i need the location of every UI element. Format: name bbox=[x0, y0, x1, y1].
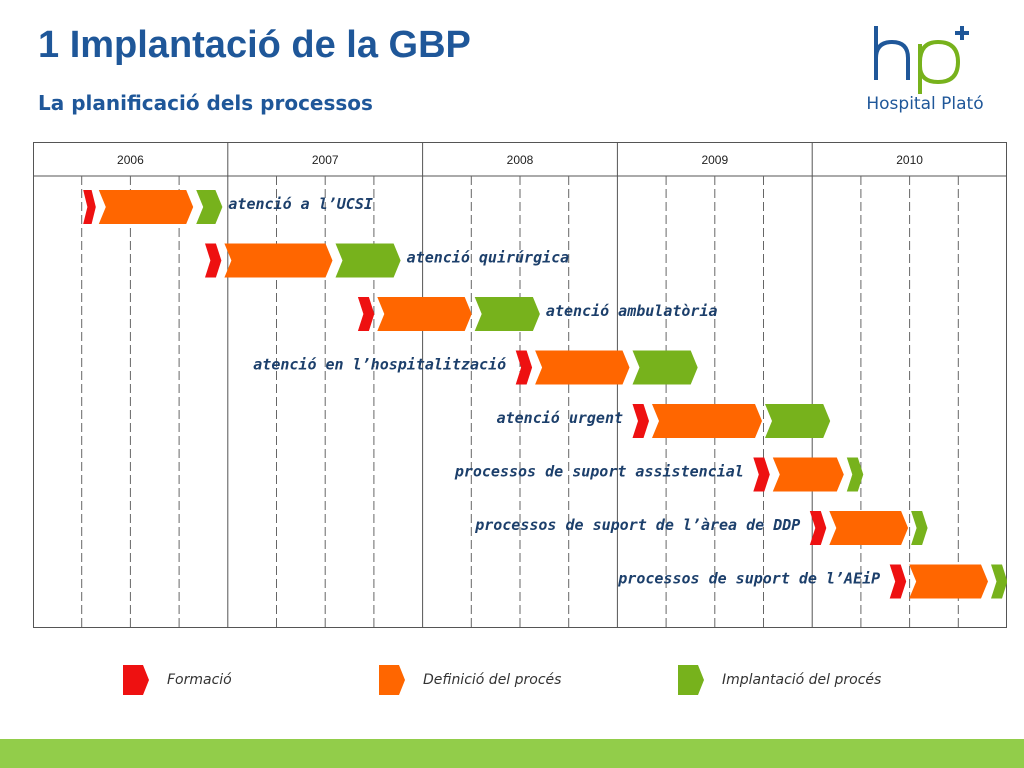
bar-implantacio bbox=[846, 457, 864, 492]
legend-swatch-formacio bbox=[123, 665, 149, 695]
hospital-name: Hospital Plató bbox=[866, 94, 984, 114]
task-label: processos de suport de l’àrea de DDP bbox=[474, 516, 800, 534]
year-label: 2009 bbox=[701, 153, 728, 167]
task-label: atenció urgent bbox=[497, 409, 623, 427]
year-label: 2008 bbox=[507, 153, 534, 167]
bar-implantacio bbox=[335, 243, 401, 278]
footer-bar bbox=[0, 739, 1024, 768]
hp-logo-mark bbox=[874, 26, 969, 94]
bar-implantacio bbox=[911, 511, 928, 545]
legend-swatch-implantacio bbox=[678, 665, 704, 695]
year-label: 2007 bbox=[312, 153, 339, 167]
task-label: atenció en l’hospitalització bbox=[253, 356, 506, 374]
hospital-logo: Hospital Plató bbox=[850, 22, 1000, 122]
page-subtitle: La planificació dels processos bbox=[38, 91, 373, 115]
task-label: atenció a l’UCSI bbox=[228, 195, 372, 213]
bar-formacio bbox=[83, 190, 96, 224]
bar-implantacio bbox=[991, 564, 1007, 599]
year-label: 2010 bbox=[896, 153, 923, 167]
bar-implantacio bbox=[765, 404, 831, 438]
bar-definicio bbox=[535, 350, 630, 385]
bar-formacio bbox=[357, 297, 375, 331]
bar-formacio bbox=[515, 350, 533, 385]
legend-item-implantacio: Implantació del procés bbox=[676, 663, 881, 697]
task-label: atenció ambulatòria bbox=[546, 302, 718, 320]
bar-definicio bbox=[772, 457, 844, 492]
legend-label-formacio: Formació bbox=[167, 672, 232, 688]
cross-icon bbox=[955, 26, 969, 40]
task-label: processos de suport assistencial bbox=[454, 463, 744, 481]
bar-definicio bbox=[652, 404, 762, 438]
bar-formacio bbox=[809, 511, 827, 545]
bar-definicio bbox=[829, 511, 909, 545]
legend-swatch-definicio bbox=[379, 665, 405, 695]
bar-formacio bbox=[205, 243, 222, 278]
legend-label-implantacio: Implantació del procés bbox=[722, 672, 882, 688]
bar-formacio bbox=[889, 564, 907, 599]
page-title: 1 Implantació de la GBP bbox=[38, 24, 471, 66]
bar-definicio bbox=[377, 297, 472, 331]
year-label: 2006 bbox=[117, 153, 144, 167]
gantt-chart: 2006 2007 2008 2009 2010 atenció a l’UCSI aten… bbox=[33, 142, 1007, 628]
legend-item-definicio: Definició del procés bbox=[377, 663, 561, 697]
bar-implantacio bbox=[632, 350, 698, 385]
task-label: atenció quirúrgica bbox=[407, 249, 570, 267]
legend-label-definicio: Definició del procés bbox=[423, 672, 562, 688]
bar-implantacio bbox=[196, 190, 223, 224]
bar-implantacio bbox=[474, 297, 540, 331]
bar-definicio bbox=[909, 564, 988, 599]
bar-formacio bbox=[632, 404, 649, 438]
task-label: processos de suport de l’AEiP bbox=[617, 570, 880, 588]
legend-item-formacio: Formació bbox=[121, 663, 232, 697]
bar-definicio bbox=[98, 190, 194, 224]
bar-definicio bbox=[224, 243, 333, 278]
bar-formacio bbox=[753, 457, 770, 492]
